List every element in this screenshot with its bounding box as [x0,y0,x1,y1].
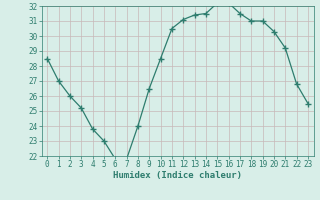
X-axis label: Humidex (Indice chaleur): Humidex (Indice chaleur) [113,171,242,180]
